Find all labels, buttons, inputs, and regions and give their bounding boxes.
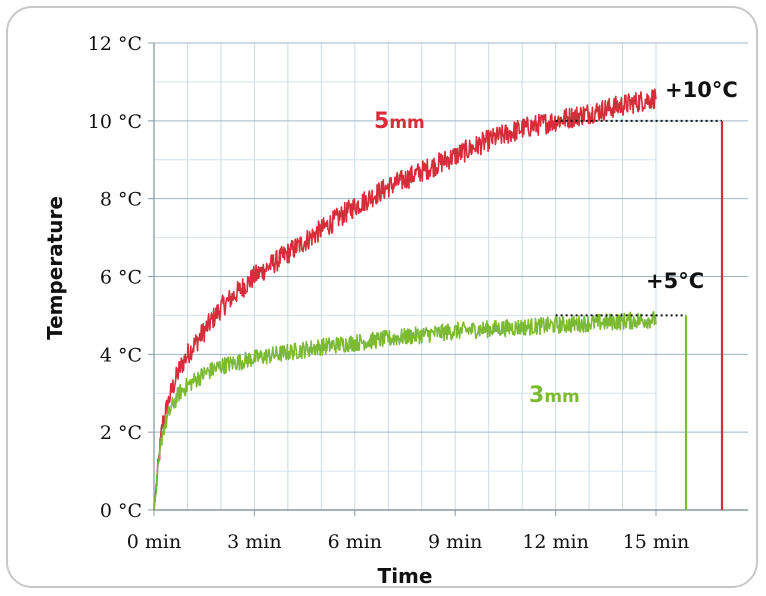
x-tick-label: 12 min xyxy=(522,531,589,553)
series-line-3mm xyxy=(153,311,657,511)
y-tick-label: 12 °C xyxy=(88,33,142,55)
x-tick-label: 0 min xyxy=(127,531,181,553)
level-indicators xyxy=(555,119,724,510)
y-tick-label: 4 °C xyxy=(100,344,142,366)
y-axis-title: Temperature xyxy=(43,196,67,340)
y-tick-label: 2 °C xyxy=(100,422,142,444)
x-tick-label: 3 min xyxy=(227,531,281,553)
x-tick-label: 6 min xyxy=(328,531,382,553)
tick-labels: 0 °C 2 °C 4 °C 6 °C 8 °C 10 °C 12 °C 0 min 3 min… xyxy=(88,33,690,553)
y-tick-label: 8 °C xyxy=(100,189,142,211)
series-line-5mm xyxy=(153,88,657,511)
delta-label-10c: +10°C xyxy=(665,78,738,102)
series-label-3mm: 3mm xyxy=(529,383,580,408)
series-label-3mm-number: 3 xyxy=(529,383,544,408)
x-axis-title: Time xyxy=(378,564,433,588)
y-tick-label: 0 °C xyxy=(100,500,142,522)
delta-label-5c: +5°C xyxy=(646,269,704,293)
series-label-5mm: 5mm xyxy=(374,109,425,134)
x-tick-label: 9 min xyxy=(428,531,482,553)
x-tick-label: 15 min xyxy=(623,531,690,553)
series-label-5mm-number: 5 xyxy=(374,109,389,134)
y-tick-label: 6 °C xyxy=(100,267,142,289)
series-label-3mm-unit: mm xyxy=(544,387,579,407)
series-label-5mm-unit: mm xyxy=(389,113,424,133)
series-lines xyxy=(153,88,657,511)
y-tick-label: 10 °C xyxy=(88,111,142,133)
axes xyxy=(148,42,748,516)
